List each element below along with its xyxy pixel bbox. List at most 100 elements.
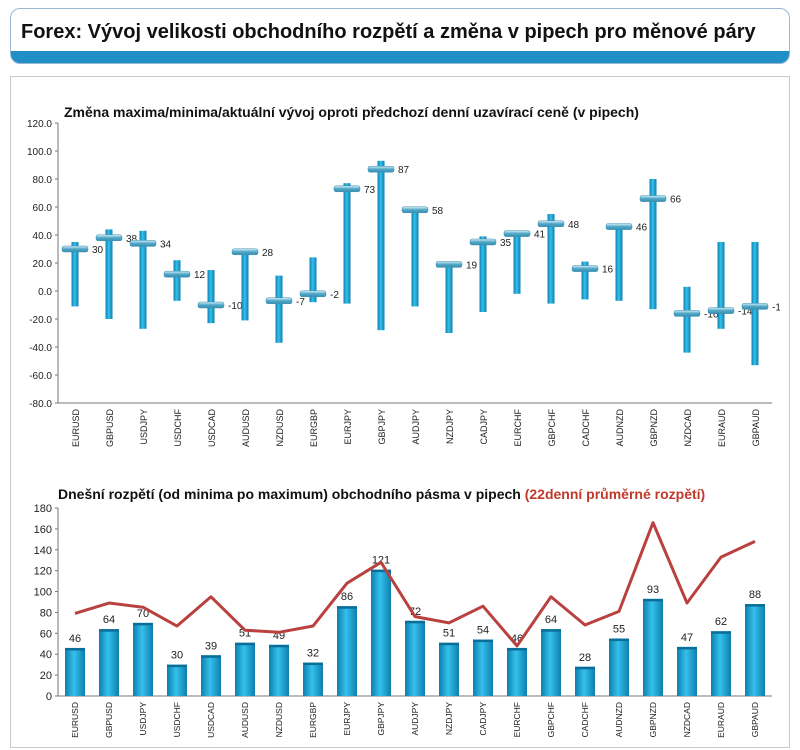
- range-bar-eurchf: [513, 230, 521, 294]
- y-tick-label: 60.0: [33, 203, 53, 214]
- data-label: 58: [432, 206, 444, 217]
- data-label: -2: [330, 290, 339, 301]
- y-tick-label: 100.0: [27, 147, 52, 158]
- data-label: 32: [307, 648, 319, 660]
- range-bar-usdcad: [207, 270, 215, 324]
- bar-cap: [677, 646, 697, 650]
- y-tick-label: -40.0: [29, 343, 52, 354]
- data-label: 47: [681, 632, 693, 644]
- x-tick-label: GBPAUD: [751, 409, 761, 447]
- x-tick-label: AUDUSD: [240, 702, 250, 738]
- x-tick-label: CADCHF: [580, 702, 590, 737]
- current-marker-euraud: [707, 307, 735, 314]
- range-bar-eurusd: [71, 242, 79, 307]
- x-tick-label: NZDUSD: [275, 409, 285, 447]
- x-tick-label: CADJPY: [479, 409, 489, 445]
- x-tick-label: NZDJPY: [444, 702, 454, 735]
- data-label: 70: [137, 608, 149, 620]
- bar-euraud: [711, 631, 731, 696]
- data-label: 62: [715, 616, 727, 628]
- x-tick-label: USDCHF: [173, 408, 183, 446]
- y-tick-label: 0.0: [38, 287, 52, 298]
- data-label: 39: [205, 640, 217, 652]
- bar-cap: [337, 606, 357, 609]
- y-tick-label: 120.0: [27, 119, 52, 130]
- data-label: -14: [738, 307, 753, 318]
- data-label: 35: [500, 238, 512, 249]
- bar-eurusd: [65, 647, 85, 696]
- data-label: 87: [398, 165, 410, 176]
- bar-gbpchf: [541, 629, 561, 696]
- x-tick-label: USDCAD: [207, 409, 217, 448]
- range-bar-gbpnzd: [649, 179, 657, 310]
- x-tick-label: EURGBP: [308, 702, 318, 738]
- x-tick-label: CADJPY: [478, 702, 488, 736]
- bar-cap: [99, 629, 119, 632]
- y-tick-label: 20.0: [33, 259, 53, 270]
- data-label: 38: [126, 234, 138, 245]
- data-label: -10: [228, 301, 243, 312]
- y-tick-label: 40: [40, 649, 52, 661]
- bar-eurjpy: [337, 606, 357, 696]
- range-bar-euraud: [717, 242, 725, 329]
- range-bar-usdjpy: [139, 230, 147, 329]
- range-bar-nzdusd: [275, 275, 283, 343]
- range-bar-gbpusd: [105, 229, 113, 319]
- x-tick-label: AUDUSD: [241, 409, 251, 448]
- data-label: 12: [194, 270, 206, 281]
- current-marker-eurgbp: [299, 290, 327, 298]
- bar-cap: [303, 662, 323, 666]
- x-tick-label: EURCHF: [513, 408, 523, 446]
- bar-cap: [269, 644, 289, 648]
- range-bar-usdchf: [173, 260, 181, 301]
- bar-cap: [133, 622, 153, 626]
- data-label: 88: [749, 589, 761, 601]
- x-tick-label: EURUSD: [71, 409, 81, 448]
- current-marker-nzdcad: [673, 310, 701, 317]
- bar-usdcad: [201, 655, 221, 696]
- data-label: 48: [568, 220, 580, 231]
- data-label: -16: [704, 309, 719, 320]
- current-marker-audnzd: [605, 223, 633, 230]
- range-bar-audnzd: [615, 225, 623, 301]
- current-marker-gbpusd: [95, 234, 123, 242]
- chart-title-suffix: (22denní průměrné rozpětí): [525, 486, 705, 502]
- x-tick-label: EURAUD: [716, 702, 726, 738]
- bar-cadchf: [575, 666, 595, 696]
- header-box: Forex: Vývoj velikosti obchodního rozpět…: [10, 8, 790, 64]
- data-label: 55: [613, 624, 625, 636]
- data-label: 34: [160, 239, 172, 250]
- current-marker-cadjpy: [469, 238, 497, 246]
- current-marker-usdjpy: [129, 240, 157, 247]
- x-tick-label: USDCHF: [172, 702, 182, 737]
- bar-cap: [439, 642, 459, 646]
- current-marker-audusd: [231, 248, 259, 256]
- bar-cap: [235, 642, 255, 646]
- bar-cap: [65, 647, 85, 651]
- x-tick-label: GBPCHF: [546, 702, 556, 737]
- range-bar-audusd: [241, 249, 249, 321]
- y-tick-label: 40.0: [33, 231, 53, 242]
- bar-gbpusd: [99, 629, 119, 696]
- bar-nzdjpy: [439, 642, 459, 696]
- bar-cap: [609, 638, 629, 642]
- data-label: 30: [171, 650, 183, 662]
- range-bar-eurgbp: [309, 257, 317, 303]
- data-label: 46: [69, 633, 81, 645]
- current-marker-usdcad: [197, 301, 225, 309]
- x-tick-label: GBPAUD: [750, 702, 760, 737]
- bar-audusd: [235, 642, 255, 696]
- range-bar-gbpchf: [547, 214, 555, 304]
- x-tick-label: AUDJPY: [411, 409, 421, 445]
- y-tick-label: 80.0: [33, 175, 53, 186]
- bar-nzdcad: [677, 646, 697, 696]
- x-tick-label: GBPNZD: [649, 409, 659, 447]
- bar-cap: [405, 620, 425, 624]
- range-bar-audjpy: [411, 207, 419, 307]
- x-tick-label: EURGBP: [309, 409, 319, 447]
- bar-cap: [371, 569, 391, 573]
- y-tick-label: -20.0: [29, 315, 52, 326]
- x-tick-label: GBPUSD: [105, 409, 115, 448]
- x-tick-label: GBPNZD: [648, 702, 658, 737]
- current-marker-eurchf: [503, 230, 531, 237]
